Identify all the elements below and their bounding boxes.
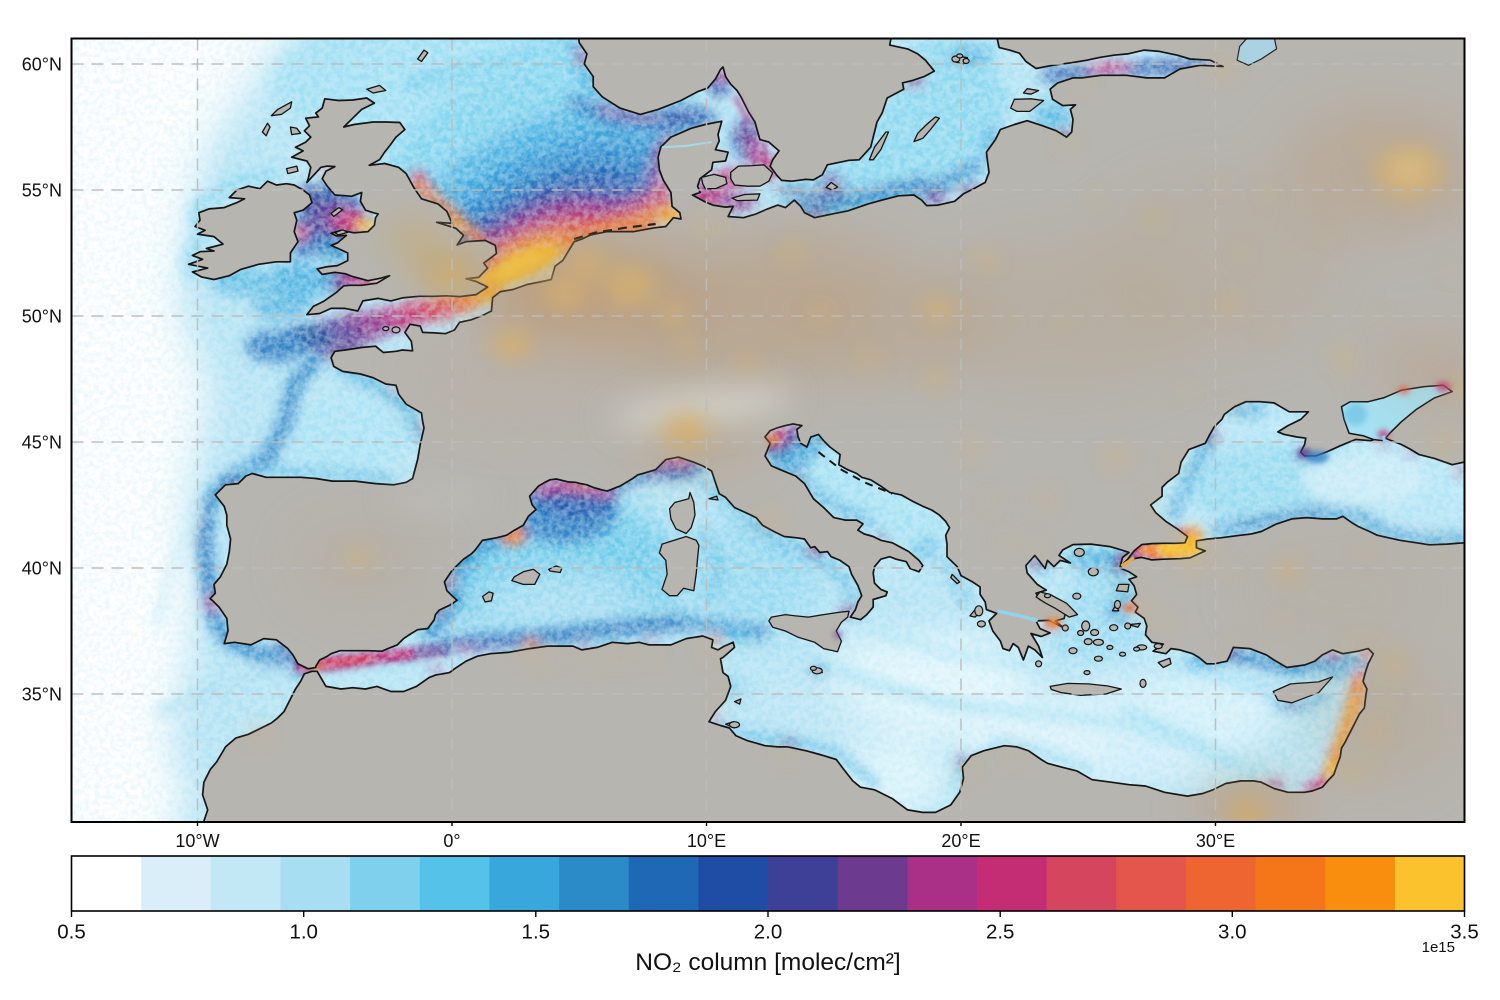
svg-text:3.0: 3.0 [1218, 921, 1247, 944]
svg-text:0°: 0° [443, 831, 460, 851]
svg-text:40°N: 40°N [22, 558, 62, 578]
svg-text:30°E: 30°E [1196, 831, 1235, 851]
svg-text:60°N: 60°N [22, 54, 62, 74]
svg-text:2.0: 2.0 [754, 921, 783, 944]
svg-text:50°N: 50°N [22, 306, 62, 326]
svg-text:1.0: 1.0 [289, 921, 318, 944]
svg-text:1e15: 1e15 [1422, 939, 1455, 956]
svg-text:55°N: 55°N [22, 180, 62, 200]
svg-text:10°E: 10°E [687, 831, 726, 851]
svg-text:20°E: 20°E [941, 831, 980, 851]
svg-text:10°W: 10°W [175, 831, 219, 851]
svg-text:35°N: 35°N [22, 684, 62, 704]
svg-text:45°N: 45°N [22, 432, 62, 452]
svg-text:2.5: 2.5 [986, 921, 1015, 944]
svg-text:3.5: 3.5 [1450, 921, 1479, 944]
svg-text:1.5: 1.5 [522, 921, 551, 944]
svg-text:NO₂ column [molec/cm²]: NO₂ column [molec/cm²] [635, 949, 900, 976]
svg-text:0.5: 0.5 [57, 921, 86, 944]
